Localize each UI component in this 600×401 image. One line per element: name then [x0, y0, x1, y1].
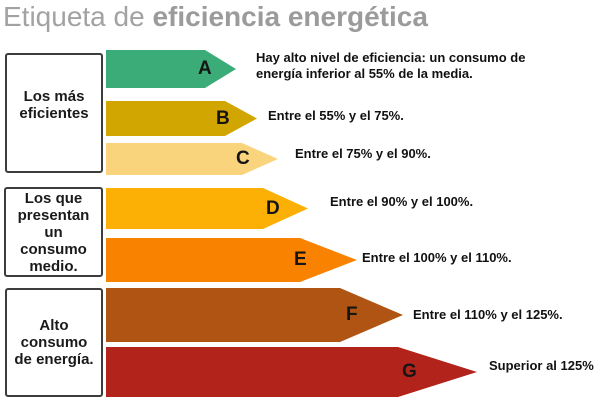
arrow-e-shape: [106, 238, 357, 282]
group-box-high-line3: de energía.: [14, 351, 94, 368]
efficiency-arrow-g: G: [106, 347, 477, 397]
page-title: Etiqueta de eficiencia energética: [3, 1, 428, 33]
arrow-f-shape: [106, 288, 403, 342]
group-box-medium-line4: consumo: [20, 240, 87, 258]
arrow-b-letter: B: [216, 107, 230, 129]
page-title-emphasis: eficiencia energética: [152, 1, 428, 32]
arrow-c-letter: C: [236, 148, 250, 169]
arrow-a-description: Hay alto nivel de eficiencia: un consumo…: [256, 50, 525, 82]
efficiency-arrow-b: B: [106, 101, 257, 136]
efficiency-arrow-e: E: [106, 238, 357, 282]
group-box-high-line2: consumo: [20, 334, 88, 351]
arrow-g-shape: [106, 347, 477, 397]
arrow-b-description: Entre el 55% y el 75%.: [268, 108, 404, 123]
efficiency-arrow-f: F: [106, 288, 403, 342]
efficiency-arrow-c: C: [106, 143, 278, 175]
arrow-b-shape: [106, 101, 257, 136]
arrow-a-description-line1: Hay alto nivel de eficiencia: un consumo…: [256, 50, 526, 65]
page-title-prefix: Etiqueta de: [3, 1, 153, 32]
efficiency-arrow-a: A: [106, 50, 236, 88]
group-box-high-consumption: Alto consumo de energía.: [5, 288, 103, 397]
arrow-g-description: Superior al 125%: [489, 358, 594, 373]
group-box-medium-line3: un: [44, 223, 63, 241]
arrow-f-letter: F: [346, 304, 358, 325]
arrow-a-letter: A: [198, 58, 212, 79]
arrow-g-letter: G: [402, 361, 417, 382]
arrow-d-description: Entre el 90% y el 100%.: [330, 194, 474, 209]
group-box-medium-consumption: Los que presentan un consumo medio.: [4, 187, 103, 277]
arrow-a-shape: [106, 50, 236, 88]
arrow-c-description: Entre el 75% y el 90%.: [295, 146, 431, 161]
arrow-a-description-line2: energía inferior al 55% de la media.: [256, 66, 473, 81]
arrow-d-shape: [106, 188, 308, 229]
arrow-f-description: Entre el 110% y el 125%.: [413, 307, 563, 322]
group-box-most-efficient-line2: eficientes: [19, 105, 89, 122]
group-box-medium-line5: medio.: [29, 257, 78, 275]
arrow-e-letter: E: [294, 249, 307, 270]
group-box-most-efficient-line1: Los más: [23, 88, 85, 105]
group-box-medium-line2: presentan: [17, 206, 90, 224]
arrow-e-description: Entre el 100% y el 110%.: [362, 250, 512, 265]
arrow-d-letter: D: [266, 197, 280, 219]
efficiency-arrow-d: D: [106, 188, 308, 229]
arrow-c-shape: [106, 143, 278, 175]
group-box-high-line1: Alto: [39, 317, 69, 334]
group-box-most-efficient: Los más eficientes: [5, 53, 103, 173]
group-box-medium-line1: Los que: [24, 189, 83, 207]
